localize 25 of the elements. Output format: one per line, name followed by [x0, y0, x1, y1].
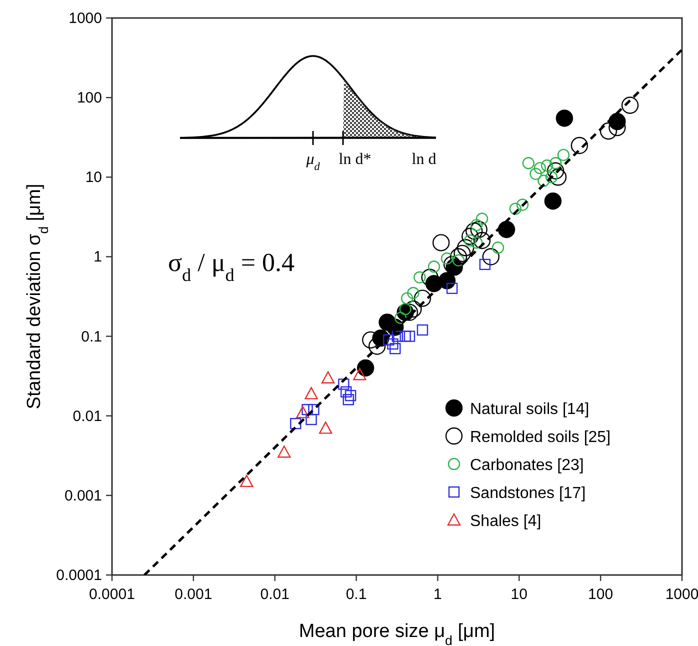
- annotation: μ$_{d}$: [305, 151, 320, 173]
- legend-label: Remolded soils [25]: [470, 429, 611, 446]
- y-tick-label: 0.01: [72, 408, 102, 425]
- x-tick-label: 1000: [665, 586, 698, 603]
- x-tick-label: 0.1: [346, 586, 367, 603]
- y-tick-label: 0.001: [64, 487, 102, 504]
- x-tick-label: 10: [510, 586, 528, 603]
- annotation: ln d*: [338, 151, 372, 168]
- legend-label: Sandstones [17]: [470, 485, 586, 502]
- y-tick-label: 1: [94, 248, 102, 266]
- y-tick-label: 100: [76, 90, 102, 107]
- x-tick-label: 0.01: [260, 586, 290, 603]
- x-axis-title: Mean pore size μ$_{d}$ [μm]: [298, 621, 496, 646]
- legend-label: Shales [4]: [470, 513, 542, 530]
- x-tick-label: 0.001: [174, 586, 212, 603]
- annotation: ln d: [412, 151, 436, 168]
- annotation: σ$_{d}$ / μ$_{d}$ = 0.4: [168, 248, 295, 285]
- legend-label: Natural soils [14]: [470, 401, 590, 418]
- y-tick-label: 1000: [68, 10, 102, 27]
- x-tick-label: 100: [588, 586, 614, 603]
- y-tick-label: 10: [85, 169, 102, 186]
- x-tick-label: 1: [434, 586, 442, 603]
- legend-label: Carbonates [23]: [470, 457, 584, 474]
- y-tick-label: 0.0001: [56, 567, 102, 584]
- y-tick-label: 0.1: [81, 328, 102, 346]
